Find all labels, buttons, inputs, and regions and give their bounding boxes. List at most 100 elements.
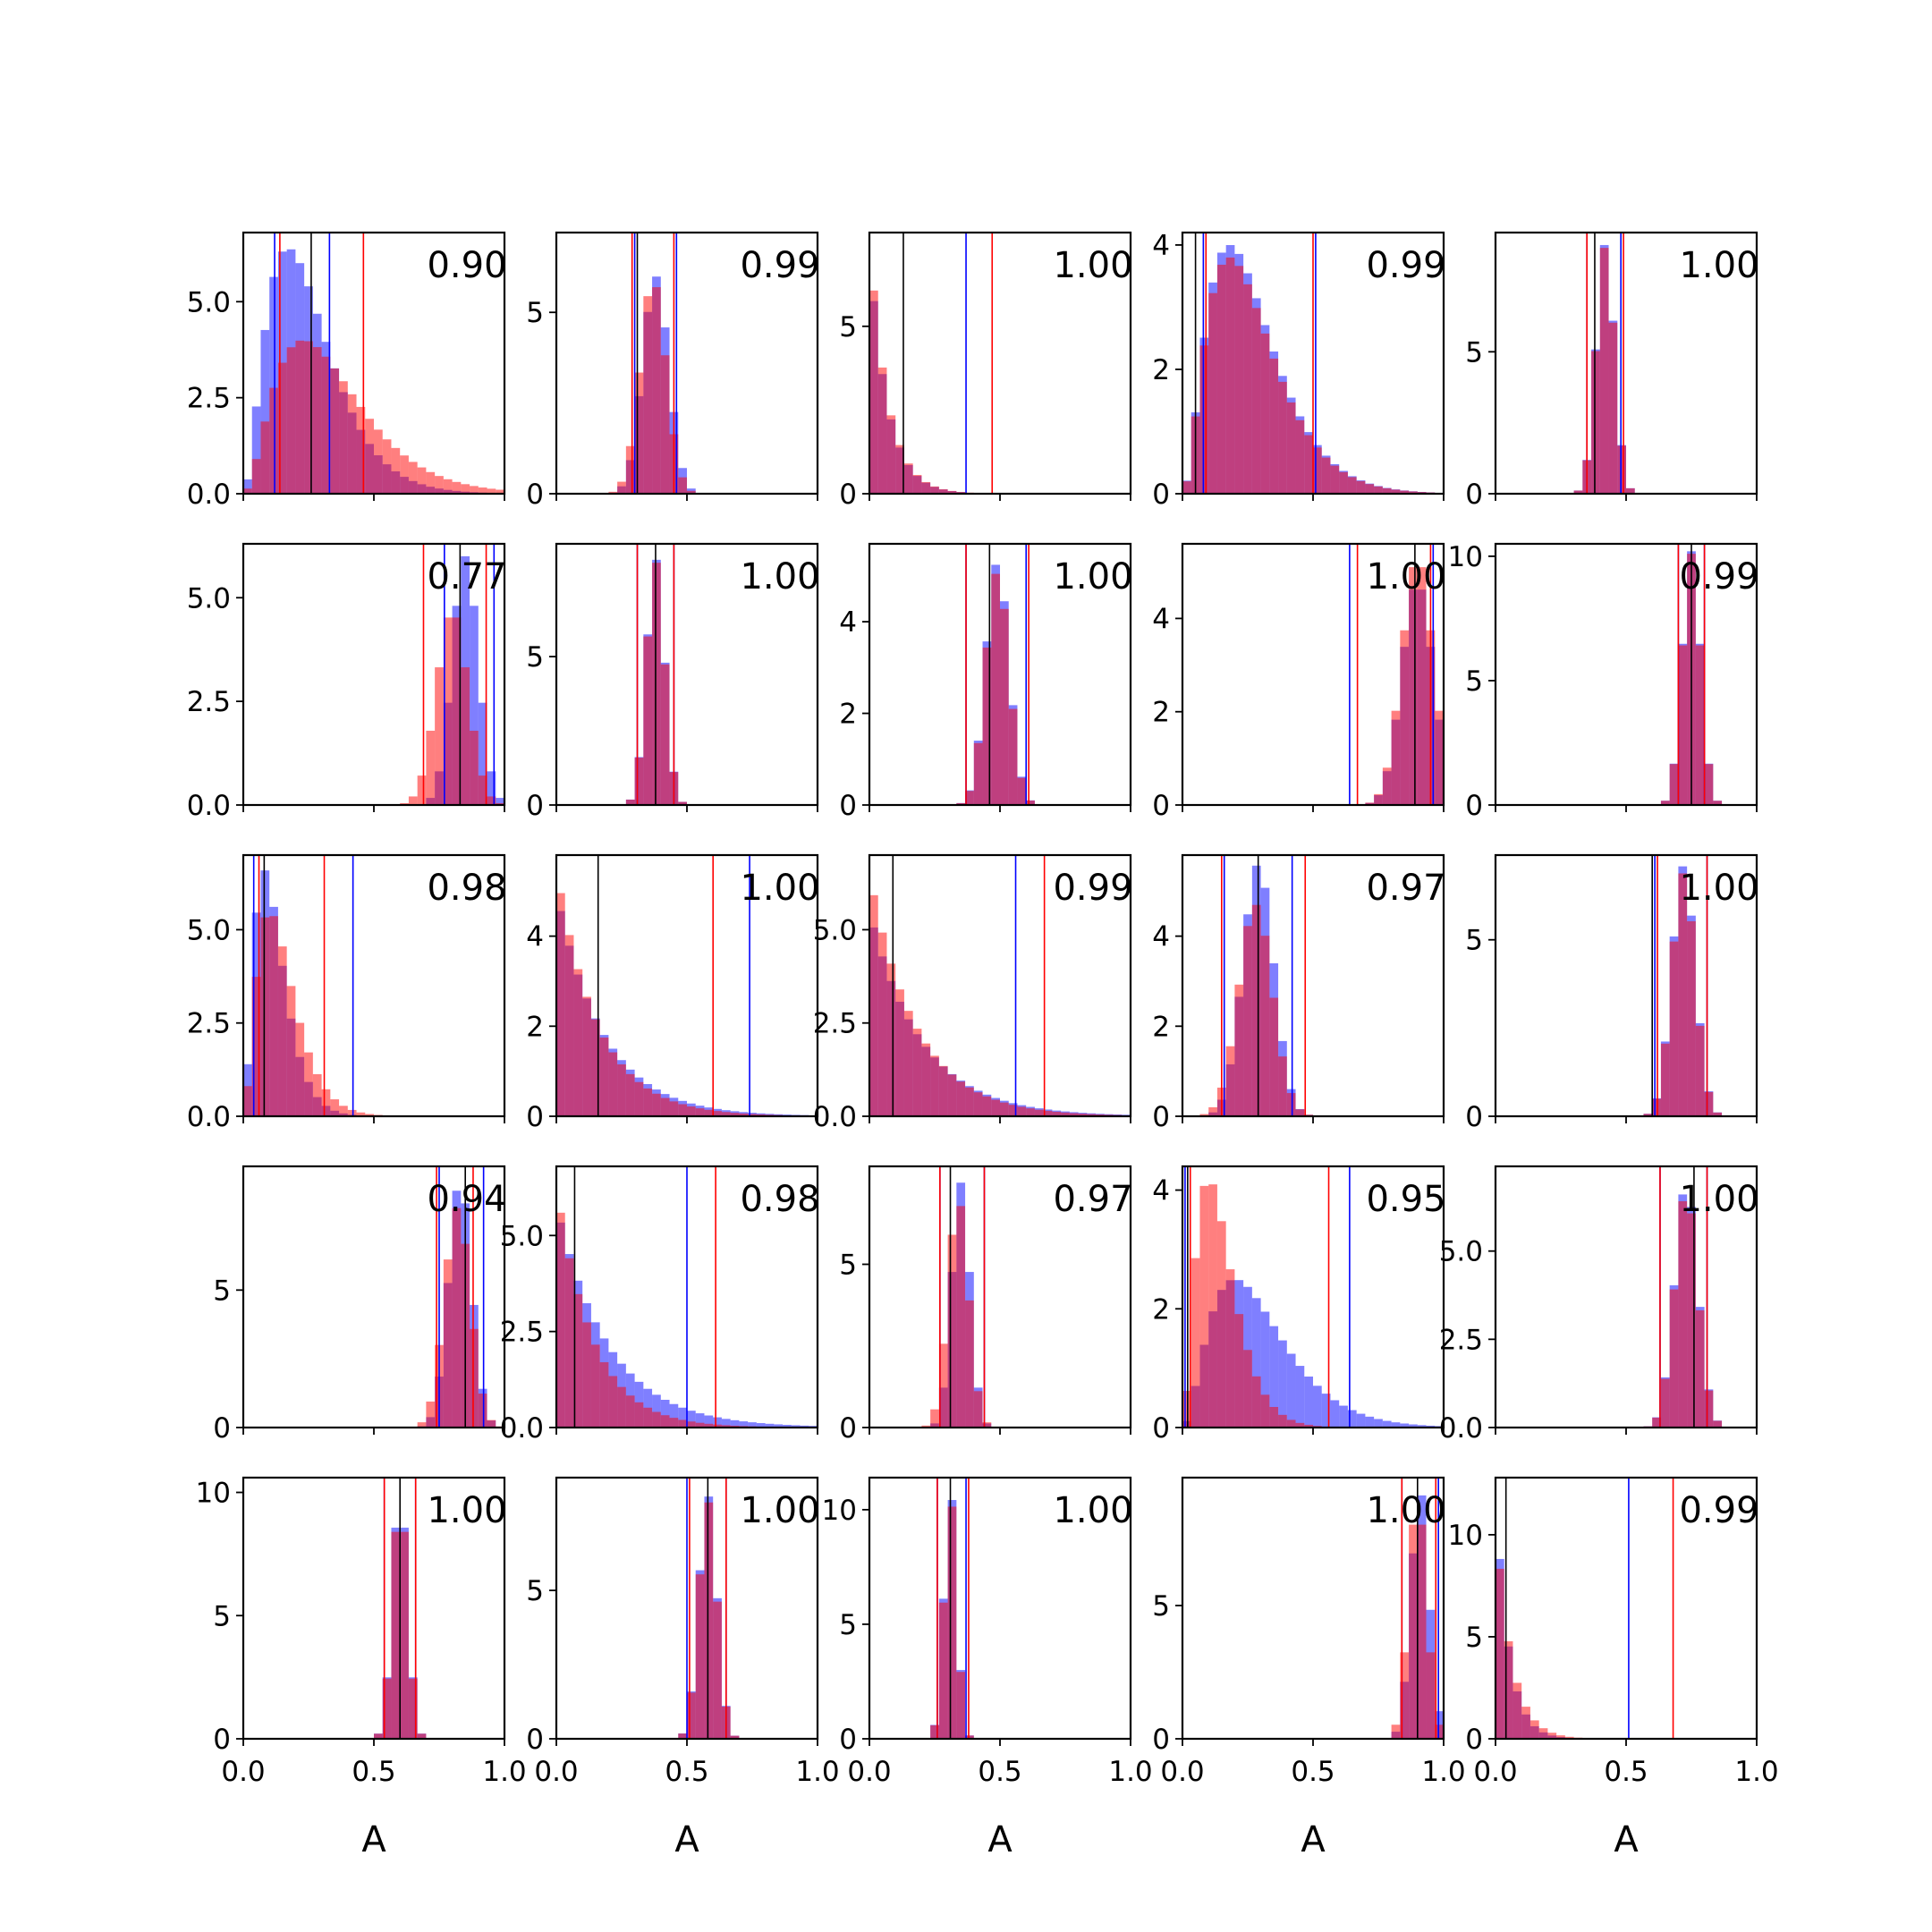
y-tick-label: 5.0 bbox=[187, 582, 231, 614]
red-histogram-bar bbox=[1530, 1720, 1539, 1739]
y-tick-label: 0 bbox=[1152, 1412, 1170, 1445]
annotation-value: 0.99 bbox=[740, 245, 819, 286]
red-histogram-bar bbox=[590, 1019, 600, 1116]
red-histogram-bar bbox=[391, 1531, 401, 1739]
red-histogram-bar bbox=[400, 455, 409, 494]
red-histogram-bar bbox=[895, 445, 904, 494]
red-histogram-bar bbox=[408, 462, 418, 494]
blue-histogram-bar bbox=[791, 1425, 801, 1428]
red-histogram-bar bbox=[965, 1735, 974, 1739]
red-histogram-bar bbox=[1260, 1394, 1270, 1428]
red-histogram-bar bbox=[921, 1043, 931, 1116]
red-histogram-bar bbox=[930, 1409, 939, 1428]
red-histogram-bar bbox=[695, 1422, 705, 1428]
red-histogram-bar bbox=[1669, 764, 1679, 805]
blue-histogram-bar bbox=[478, 702, 487, 805]
y-tick-label: 0 bbox=[839, 1724, 857, 1756]
red-histogram-bar bbox=[1547, 1733, 1557, 1739]
blue-histogram-bar bbox=[1339, 1405, 1348, 1428]
red-histogram-bar bbox=[1295, 1109, 1305, 1116]
x-tick-label: 1.0 bbox=[795, 1756, 839, 1788]
red-histogram-bar bbox=[930, 486, 939, 494]
blue-histogram-bar bbox=[1374, 1419, 1383, 1428]
red-histogram-bar bbox=[1304, 1424, 1313, 1428]
annotation-value: 0.99 bbox=[1053, 868, 1132, 909]
red-histogram-bar bbox=[1199, 1185, 1209, 1428]
subplot-3-5: 051.00 bbox=[1465, 853, 1759, 1133]
annotation-value: 1.00 bbox=[1053, 1490, 1132, 1531]
annotation-value: 1.00 bbox=[1053, 556, 1132, 597]
red-histogram-bar bbox=[573, 1293, 583, 1428]
red-histogram-bar bbox=[938, 1602, 948, 1739]
red-histogram-bar bbox=[1017, 1106, 1027, 1116]
red-histogram-bar bbox=[687, 1106, 696, 1116]
blue-histogram-bar bbox=[765, 1423, 775, 1428]
red-histogram-bar bbox=[1243, 1350, 1252, 1428]
red-histogram-bar bbox=[965, 791, 974, 805]
red-histogram-bar bbox=[973, 742, 983, 805]
subplot-5-4: 0 5 0.0 0.5 1.0 A 1.00 bbox=[1152, 1476, 1466, 1860]
red-histogram-bar bbox=[1043, 1110, 1053, 1116]
red-histogram-bar bbox=[704, 1109, 714, 1116]
red-histogram-bar bbox=[1652, 1098, 1661, 1116]
x-axis-label: A bbox=[1614, 1819, 1639, 1860]
subplot-1-4: 0 2 4 0.99 bbox=[1152, 230, 1445, 511]
subplot-2-3: 0 2 4 1.00 bbox=[839, 542, 1133, 822]
red-histogram-bar bbox=[1564, 1736, 1574, 1739]
red-histogram-bar bbox=[1078, 1114, 1088, 1116]
red-histogram-bar bbox=[478, 775, 487, 805]
red-histogram-bar bbox=[1304, 435, 1313, 494]
blue-histogram-bar bbox=[1330, 1400, 1340, 1428]
subplot-5-2: 0 5 0.0 0.5 1.0 A 1.00 bbox=[526, 1476, 840, 1860]
red-histogram-bar bbox=[1313, 447, 1322, 494]
red-histogram-bar bbox=[652, 563, 661, 805]
blue-histogram-bar bbox=[678, 1407, 687, 1428]
red-histogram-bar bbox=[1426, 1652, 1436, 1739]
y-tick-label: 0 bbox=[1465, 1724, 1483, 1756]
red-histogram-bar bbox=[704, 1502, 714, 1739]
red-histogram-bar bbox=[470, 730, 479, 805]
red-histogram-bar bbox=[295, 340, 305, 494]
red-histogram-bar bbox=[1269, 997, 1279, 1116]
y-tick-label: 5 bbox=[1152, 1590, 1170, 1623]
red-histogram-bar bbox=[417, 775, 427, 805]
red-histogram-bar bbox=[374, 429, 383, 494]
blue-histogram-bar bbox=[1286, 1353, 1296, 1428]
blue-histogram-bar bbox=[1356, 1413, 1366, 1428]
red-histogram-bar bbox=[1409, 491, 1418, 494]
y-tick-label: 10 bbox=[196, 1478, 231, 1510]
red-histogram-bar bbox=[487, 488, 496, 494]
annotation-value: 0.99 bbox=[1679, 1490, 1758, 1531]
red-histogram-bar bbox=[956, 1206, 966, 1428]
red-histogram-bar bbox=[452, 481, 462, 494]
red-histogram-bar bbox=[947, 1506, 957, 1739]
red-histogram-bar bbox=[1660, 801, 1670, 805]
red-histogram-bar bbox=[1687, 1213, 1696, 1428]
red-histogram-bar bbox=[295, 1022, 305, 1116]
red-histogram-bar bbox=[304, 341, 313, 494]
subplot-2-4: 0 2 4 1.00 bbox=[1152, 542, 1446, 822]
blue-histogram-bar bbox=[251, 406, 261, 494]
red-histogram-bar bbox=[347, 394, 357, 494]
y-tick-label: 2 bbox=[1152, 1011, 1170, 1043]
red-histogram-bar bbox=[634, 758, 644, 805]
red-histogram-bar bbox=[739, 1113, 749, 1116]
red-histogram-bar bbox=[625, 445, 635, 494]
annotation-value: 1.00 bbox=[1366, 1490, 1445, 1531]
red-histogram-bar bbox=[938, 1065, 948, 1116]
red-histogram-bar bbox=[895, 989, 904, 1116]
annotation-value: 1.00 bbox=[1679, 245, 1758, 286]
red-histogram-bar bbox=[1251, 308, 1261, 494]
y-tick-label: 2 bbox=[1152, 354, 1170, 386]
red-histogram-bar bbox=[652, 1093, 661, 1116]
red-histogram-bar bbox=[443, 617, 453, 805]
subplot-3-3: 0.0 2.5 5.0 0.99 bbox=[813, 853, 1133, 1133]
y-tick-label: 0 bbox=[213, 1412, 231, 1445]
annotation-value: 0.97 bbox=[1053, 1179, 1132, 1220]
y-tick-label: 5 bbox=[213, 1275, 231, 1307]
red-histogram-bar bbox=[564, 935, 574, 1116]
red-histogram-bar bbox=[1251, 1376, 1261, 1428]
x-tick-label: 1.0 bbox=[1108, 1756, 1152, 1788]
x-tick-label: 1.0 bbox=[1734, 1756, 1778, 1788]
y-tick-label: 0 bbox=[839, 1412, 857, 1445]
